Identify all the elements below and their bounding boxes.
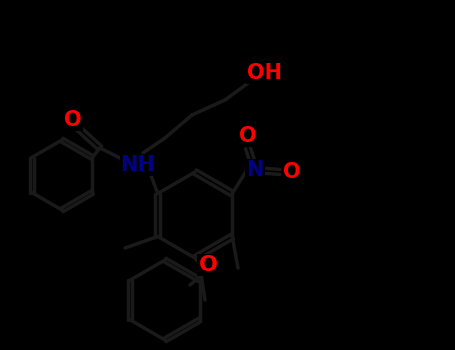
Text: O: O (64, 110, 82, 130)
Text: O: O (239, 126, 257, 146)
Text: NH: NH (121, 155, 155, 175)
Text: O: O (283, 162, 301, 182)
Text: N: N (246, 160, 264, 180)
Text: O: O (198, 255, 217, 275)
Text: OH: OH (248, 63, 283, 83)
